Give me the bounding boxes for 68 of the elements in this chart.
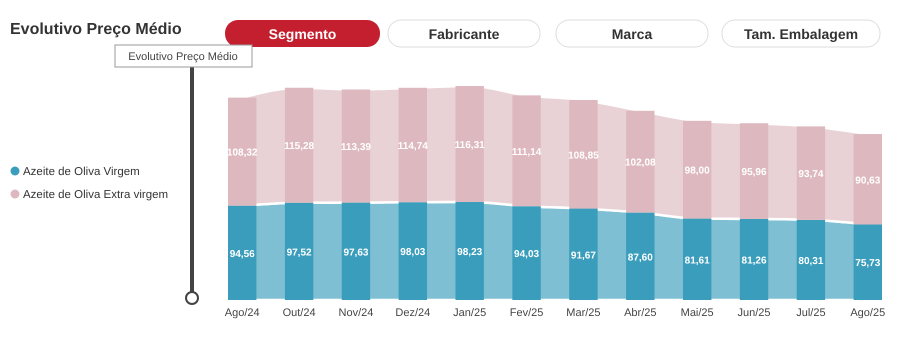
text: Evolutivo Preço Médio xyxy=(10,21,182,38)
data-label: 98,03 xyxy=(400,247,426,258)
x-tick-label: Dez/24 xyxy=(395,307,430,319)
bar xyxy=(740,123,768,219)
legend-label: Azeite de Oliva Virgem xyxy=(23,166,140,178)
bar xyxy=(796,126,826,220)
data-label: 113,39 xyxy=(340,142,372,154)
data-label: 98,00 xyxy=(684,166,710,177)
bar xyxy=(455,86,484,202)
annotation: Segmento xyxy=(268,26,336,42)
bar xyxy=(626,110,655,213)
bar xyxy=(398,88,428,202)
data-label: 108,32 xyxy=(226,148,258,159)
bar xyxy=(682,120,712,219)
data-label: 94,03 xyxy=(514,249,540,260)
data-label: 94,56 xyxy=(230,248,256,260)
bar xyxy=(398,202,428,300)
bar xyxy=(284,202,314,300)
data-label: 90,63 xyxy=(855,175,881,186)
text: Evolutivo Preço Médio xyxy=(128,51,238,63)
x-tick-label: Jan/25 xyxy=(453,307,486,319)
data-label: 97,52 xyxy=(286,247,312,258)
data-label: 91,67 xyxy=(570,250,596,262)
data-label: 108,85 xyxy=(568,150,600,162)
data-label: 111,14 xyxy=(512,146,542,158)
bar xyxy=(682,218,712,300)
bar xyxy=(455,202,484,300)
data-label: 87,60 xyxy=(628,252,654,264)
bar xyxy=(626,212,655,300)
bar xyxy=(569,208,598,300)
bar xyxy=(512,95,541,206)
x-tick-label: Ago/24 xyxy=(224,307,260,319)
legend-label: Azeite de Oliva Extra virgem xyxy=(23,189,168,201)
data-label: 81,61 xyxy=(684,255,710,266)
annotation: Marca xyxy=(612,26,652,42)
data-label: 80,31 xyxy=(798,256,824,267)
bar xyxy=(342,202,370,300)
x-tick-label: Fev/25 xyxy=(510,307,544,319)
x-tick-label: Ago/25 xyxy=(850,307,886,319)
x-tick-label: Out/24 xyxy=(282,307,316,319)
data-label: 97,63 xyxy=(343,247,369,258)
x-tick-label: Jul/25 xyxy=(796,307,826,319)
data-label: 114,74 xyxy=(398,140,428,152)
x-tick-label: Mai/25 xyxy=(680,307,714,319)
x-tick-label: Nov/24 xyxy=(338,307,374,319)
bar xyxy=(796,220,826,300)
data-label: 75,73 xyxy=(855,258,881,270)
data-label: 102,08 xyxy=(625,158,656,169)
data-label: 116,31 xyxy=(454,140,486,152)
bar xyxy=(284,88,314,203)
data-label: 98,23 xyxy=(457,247,483,258)
annotation: Tam. Embalagem xyxy=(744,26,858,42)
data-label: 93,74 xyxy=(798,169,824,180)
bar xyxy=(512,206,541,300)
bar xyxy=(569,100,598,209)
data-label: 115,28 xyxy=(284,141,315,152)
data-label: 81,26 xyxy=(742,255,767,266)
bar xyxy=(228,206,256,300)
annotation: Fabricante xyxy=(428,26,500,42)
bar xyxy=(854,224,882,300)
bar xyxy=(740,218,768,300)
data-label: 95,96 xyxy=(742,167,767,178)
bar xyxy=(228,98,256,206)
bar xyxy=(342,90,370,203)
x-tick-label: Mar/25 xyxy=(566,307,601,319)
x-tick-label: Abr/25 xyxy=(624,307,657,319)
bar xyxy=(854,134,882,224)
x-tick-label: Jun/25 xyxy=(738,307,771,319)
